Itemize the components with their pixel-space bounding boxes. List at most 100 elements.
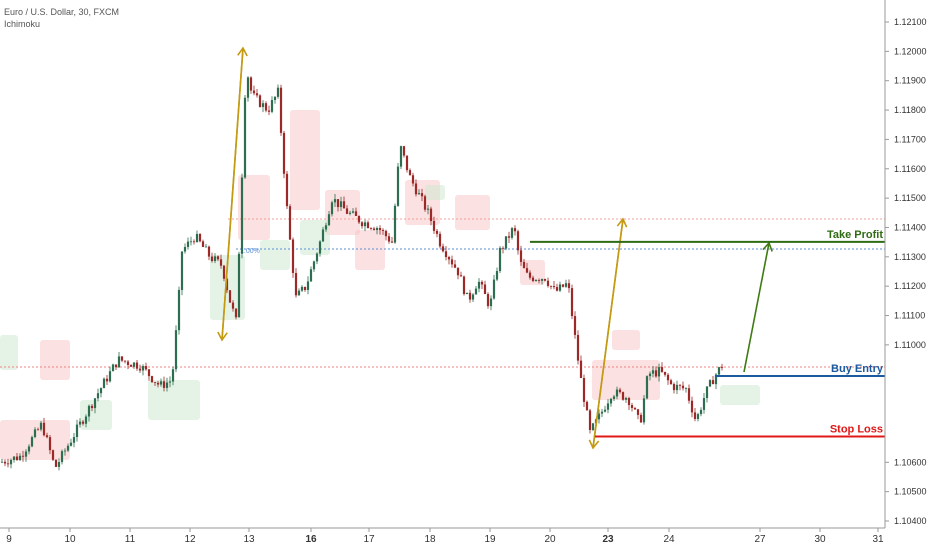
candle-body [270, 100, 274, 112]
candle-body [231, 302, 235, 309]
candle-body [603, 409, 607, 412]
candle-body [96, 393, 100, 399]
candle-body [600, 411, 604, 414]
time-axis[interactable]: 9 10 11 12 13 16 17 18 19 20 23 24 27 30 31 [0, 527, 885, 545]
candle-body [171, 369, 175, 382]
candle-body [435, 230, 439, 234]
candle-body [102, 378, 106, 389]
chart-header: Euro / U.S. Dollar, 30, FXCM Ichimoku [4, 6, 119, 30]
candle-body [687, 388, 691, 401]
y-tick-label: 1.11100 [894, 311, 925, 321]
candle-body [672, 384, 676, 391]
candle-body [12, 456, 16, 460]
candle-body [651, 370, 655, 374]
candle-body [213, 256, 217, 262]
candle-body [69, 442, 73, 446]
y-tick-label: 1.12000 [894, 46, 927, 56]
candle-body [237, 253, 241, 318]
candle-body [645, 376, 649, 399]
candle-body [399, 146, 403, 167]
candle-body [633, 407, 637, 410]
candle-body [429, 208, 433, 222]
candle-body [81, 421, 85, 424]
candle-body [135, 362, 139, 369]
candle-body [222, 265, 226, 279]
candle-body [576, 334, 580, 361]
candle-body [330, 202, 334, 215]
candle-body [84, 416, 88, 424]
candle-body [474, 288, 478, 295]
y-tick-label: 1.10600 [894, 457, 927, 467]
x-tick-label: 9 [6, 534, 12, 545]
cloud-green [300, 220, 330, 255]
candle-body [177, 289, 181, 331]
candle-body [504, 236, 508, 249]
candle-body [414, 183, 418, 195]
candle-body [642, 398, 646, 423]
candle-body [153, 382, 157, 383]
candle-body [114, 364, 118, 368]
candle-body [207, 246, 211, 257]
candle-body [621, 392, 625, 400]
candle-body [402, 146, 406, 156]
candle-body [558, 284, 562, 291]
candle-body [324, 225, 328, 230]
y-tick-label: 1.11200 [894, 281, 926, 291]
candle-body [591, 423, 595, 431]
x-tick-label: 16 [305, 534, 317, 545]
candle-body [162, 381, 166, 388]
candle-body [390, 241, 394, 243]
fib-label: 1.00% [240, 248, 260, 255]
x-tick-label: 17 [363, 534, 375, 545]
candle-body [204, 246, 208, 248]
candle-body [99, 388, 103, 394]
candle-body [657, 367, 661, 377]
candle-body [306, 281, 310, 290]
candle-body [219, 259, 223, 266]
candle-body [438, 233, 442, 247]
y-tick-label: 1.11400 [894, 222, 926, 232]
y-tick-label: 1.11700 [894, 134, 926, 144]
y-tick-label: 1.10400 [894, 516, 927, 526]
cloud-red [592, 360, 660, 400]
y-tick-label: 1.11300 [894, 252, 926, 262]
candle-body [72, 437, 76, 443]
candle-body [444, 251, 448, 258]
candle-body [111, 364, 115, 372]
y-tick-label: 1.12100 [894, 17, 927, 27]
candle-body [345, 208, 349, 214]
candle-body [378, 228, 382, 230]
candle-body [279, 87, 283, 133]
candle-body [426, 208, 430, 210]
candle-body [630, 405, 634, 408]
candle-body [57, 462, 61, 467]
candle-body [612, 396, 616, 399]
candle-body [705, 386, 709, 399]
candle-body [303, 286, 307, 290]
price-axis[interactable]: 1.12100 1.12000 1.11900 1.11800 1.11700 1.116… [884, 0, 932, 550]
candle-body [717, 367, 721, 375]
cloud-red [40, 340, 70, 380]
candle-body [240, 177, 244, 254]
candle-body [372, 228, 376, 230]
candle-body [396, 166, 400, 206]
candle-body [333, 199, 337, 203]
candle-body [477, 281, 481, 289]
x-tick-label: 11 [125, 534, 136, 545]
candle-body [252, 90, 256, 94]
candle-body [432, 221, 436, 231]
candle-body [357, 215, 361, 223]
y-tick-label: 1.11900 [894, 76, 926, 86]
candle-body [300, 286, 304, 291]
candle-body [495, 271, 499, 280]
candle-body [117, 356, 121, 368]
candle-body [66, 445, 70, 451]
cloud-green [0, 335, 18, 370]
candle-body [228, 290, 232, 303]
candle-body [675, 384, 679, 391]
candle-body [582, 377, 586, 402]
candle-body [285, 173, 289, 207]
candle-body [339, 201, 343, 208]
candle-body [348, 212, 352, 214]
